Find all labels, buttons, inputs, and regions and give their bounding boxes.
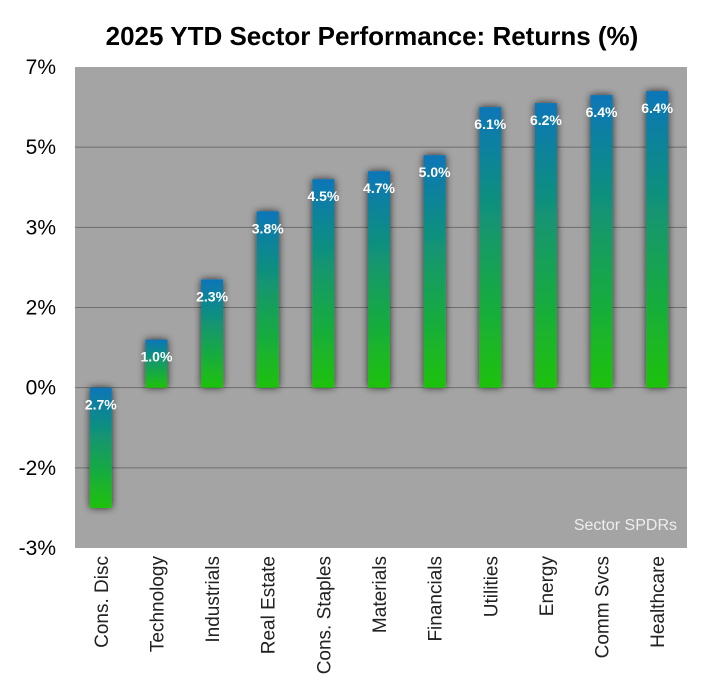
x-tick-label: Cons. Staples	[314, 556, 335, 674]
y-tick-label: 2%	[26, 297, 56, 320]
chart-title: 2025 YTD Sector Performance: Returns (%)	[106, 21, 639, 51]
y-tick-label: -2%	[19, 457, 56, 480]
bar	[256, 211, 279, 388]
x-tick-label: Cons. Disc	[92, 556, 113, 648]
y-tick-label: 5%	[26, 136, 56, 159]
x-axis-ticks: Cons. Disc Technology Industrials Real Esta…	[92, 556, 669, 675]
y-tick-label: 0%	[26, 377, 56, 400]
bar	[646, 91, 669, 388]
data-label: 4.7%	[363, 180, 395, 196]
data-label: 6.2%	[530, 112, 562, 128]
y-tick-label: -3%	[19, 537, 56, 560]
x-tick-label: Real Estate	[259, 556, 280, 654]
x-tick-label: Industrials	[203, 556, 224, 643]
data-label: 2.3%	[196, 288, 228, 304]
x-tick-label: Materials	[370, 556, 391, 633]
data-label: 4.5%	[307, 188, 339, 204]
x-tick-label: Financials	[426, 556, 447, 642]
data-label: 5.0%	[419, 164, 451, 180]
bar	[368, 171, 390, 388]
x-tick-label: Comm Svcs	[593, 556, 614, 658]
bar	[89, 387, 112, 508]
bar	[201, 279, 224, 388]
x-tick-label: Technology	[147, 556, 168, 653]
x-tick-label: Energy	[537, 556, 558, 617]
data-label: 6.4%	[641, 100, 673, 116]
bar	[312, 179, 335, 388]
bar	[534, 103, 557, 388]
bars	[89, 91, 669, 508]
bar	[590, 95, 613, 388]
data-label: 6.4%	[586, 104, 618, 120]
data-label: 6.1%	[474, 116, 506, 132]
data-labels: 2.7% 1.0% 2.3% 3.8% 4.5% 4.7% 5.0% 6.1% 6.2% 6.4%…	[85, 100, 674, 413]
source-note: Sector SPDRs	[574, 517, 677, 534]
data-label: 3.8%	[252, 220, 284, 236]
bar	[479, 107, 502, 388]
x-tick-label: Utilities	[481, 556, 502, 617]
data-label: 2.7%	[85, 397, 117, 413]
x-tick-label: Healthcare	[648, 556, 669, 648]
y-tick-label: 7%	[26, 56, 56, 79]
bar	[145, 339, 168, 388]
data-label: 1.0%	[140, 349, 172, 365]
y-tick-label: 3%	[26, 216, 56, 239]
bar	[423, 155, 446, 388]
y-axis-ticks: -3% -2% 0% 2% 3% 5% 7%	[19, 56, 56, 560]
